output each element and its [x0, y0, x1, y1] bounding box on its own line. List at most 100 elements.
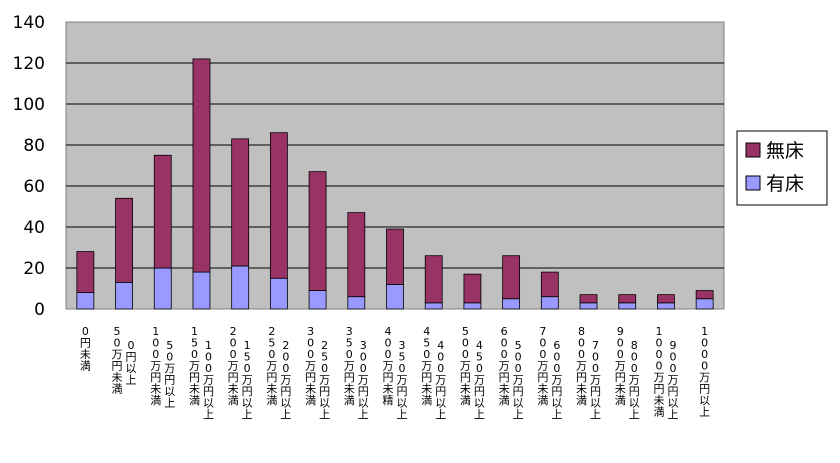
bar-segment-yushou	[76, 292, 95, 310]
bar-segment-yushou	[618, 302, 637, 310]
x-tick-label: 3 5 0 万円未満	[344, 325, 355, 407]
bar-segment-mushou	[463, 273, 482, 304]
x-tick-label: 4 5 0 万円以上	[474, 339, 485, 421]
bar-segment-yushou	[115, 281, 133, 310]
bar-segment-mushou	[540, 271, 559, 298]
bar-segment-mushou	[308, 171, 327, 291]
bar-segment-yushou	[153, 267, 172, 310]
y-tick-label: 120	[13, 54, 45, 74]
x-tick-label: 1 0 0 万円以上	[203, 339, 214, 421]
legend-swatch	[745, 175, 761, 191]
x-tick-label: 3 0 0 万円以上	[358, 339, 369, 421]
y-tick-label: 40	[23, 218, 45, 238]
bar-segment-yushou	[231, 265, 250, 310]
bar-segment-yushou	[347, 296, 366, 310]
x-tick-label: 3 5 0 万円以上	[397, 339, 408, 421]
x-tick-label: 5 0 0 万円未満	[460, 325, 471, 407]
y-axis-ticks: 0 20 40 60 80 100 120 140	[13, 13, 45, 320]
x-tick-label: 5 0 0 万円以上	[513, 339, 524, 421]
bar-segment-yushou	[386, 283, 404, 310]
x-tick-label: 1 5 0 万円以上	[242, 339, 253, 421]
bar-segment-mushou	[347, 212, 366, 298]
x-tick-label: 2 0 0 万円以上	[280, 339, 291, 421]
bar-segment-mushou	[231, 138, 250, 267]
bars	[76, 58, 714, 310]
y-tick-label: 60	[23, 177, 45, 197]
x-tick-label: 3 0 0 万円未満	[305, 325, 316, 407]
x-tick-label: 4 0 0 万円未精	[383, 325, 394, 407]
x-tick-label: 6 0 0 万円以上	[551, 339, 562, 421]
bar-segment-yushou	[424, 302, 443, 310]
bar-segment-yushou	[269, 277, 288, 310]
x-tick-label: 9 0 0 万円未満	[615, 325, 626, 407]
x-tick-label: 4 0 0 万円以上	[435, 339, 446, 421]
bar-segment-yushou	[657, 302, 675, 310]
x-tick-label: 1 0 0 万円未満	[150, 325, 161, 407]
bar-segment-mushou	[657, 294, 675, 304]
bar-segment-mushou	[192, 58, 211, 273]
y-tick-label: 140	[13, 13, 45, 33]
bar-segment-yushou	[463, 302, 482, 310]
y-tick-label: 20	[23, 259, 45, 279]
y-tick-label: 0	[34, 300, 45, 320]
bar-segment-mushou	[579, 294, 598, 304]
x-category-label: 1 0 0 0 万円以上	[699, 325, 710, 419]
bar-segment-yushou	[540, 296, 559, 310]
x-tick-label: 1 5 0 万円未満	[189, 325, 200, 407]
x-tick-label: 1 0 0 0 万円以上	[699, 325, 710, 419]
bar-segment-mushou	[386, 228, 404, 285]
y-tick-label: 80	[23, 136, 45, 156]
bar-segment-mushou	[695, 290, 714, 300]
bar-segment-mushou	[424, 255, 443, 304]
bar-segment-yushou	[308, 290, 327, 310]
bar-segment-yushou	[192, 271, 211, 310]
x-tick-label: 5 0 万円未満	[112, 325, 123, 396]
x-tick-label: 7 0 0 万円以上	[590, 339, 601, 421]
x-tick-label: 6 0 0 万円未満	[499, 325, 510, 407]
bar-segment-mushou	[115, 197, 133, 283]
x-tick-label: 2 5 0 万円未満	[266, 325, 277, 407]
bar-segment-yushou	[502, 298, 521, 310]
bar-segment-mushou	[76, 251, 95, 294]
legend-label: 有床	[766, 173, 804, 195]
bar-segment-yushou	[695, 298, 714, 310]
x-tick-label: 5 0 万円以上	[164, 339, 175, 410]
x-tick-label: 1 0 0 0 万円未満	[653, 325, 664, 419]
bar-segment-mushou	[153, 154, 172, 269]
bar-segment-mushou	[269, 132, 288, 279]
legend-label: 無床	[766, 140, 804, 162]
x-tick-label: 8 0 0 万円以上	[629, 339, 640, 421]
x-tick-label: 8 0 0 万円未満	[576, 325, 587, 407]
y-tick-label: 100	[13, 95, 45, 115]
bar-segment-mushou	[618, 294, 637, 304]
x-tick-label: 2 0 0 万円未満	[228, 325, 239, 407]
x-tick-label: 9 0 0 万円以上	[667, 339, 678, 421]
bar-segment-yushou	[579, 302, 598, 310]
x-tick-label: 4 5 0 万円未満	[421, 325, 432, 407]
gridlines	[66, 62, 724, 269]
x-tick-label: 7 0 0 万円未満	[537, 325, 548, 407]
x-tick-label: 0 円以上	[126, 339, 137, 387]
bar-segment-mushou	[502, 255, 521, 300]
x-category-label: 0 円未満	[80, 325, 91, 373]
legend-swatch	[745, 142, 761, 158]
x-tick-label: 2 5 0 万円以上	[319, 339, 330, 421]
